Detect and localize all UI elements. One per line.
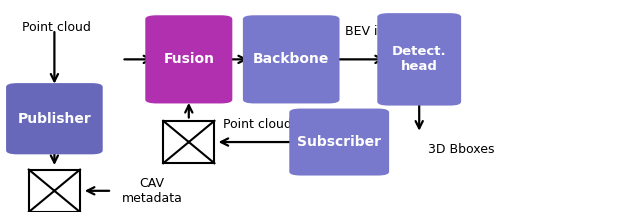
FancyBboxPatch shape (243, 15, 339, 103)
FancyBboxPatch shape (145, 15, 232, 103)
FancyBboxPatch shape (378, 13, 461, 106)
Bar (29, 170, 80, 212)
Text: CAV
metadata: CAV metadata (122, 177, 182, 205)
Text: Detect.
head: Detect. head (392, 45, 447, 73)
Text: 3D Bboxes: 3D Bboxes (428, 143, 494, 156)
Bar (163, 121, 214, 163)
Text: Point cloud: Point cloud (223, 119, 292, 131)
Text: Publisher: Publisher (17, 112, 92, 126)
Text: Fusion: Fusion (163, 52, 214, 66)
Text: BEV img: BEV img (345, 25, 397, 38)
FancyBboxPatch shape (6, 83, 102, 154)
Text: Point cloud: Point cloud (22, 21, 92, 34)
FancyBboxPatch shape (289, 109, 389, 176)
Text: Backbone: Backbone (253, 52, 330, 66)
Text: Subscriber: Subscriber (297, 135, 381, 149)
